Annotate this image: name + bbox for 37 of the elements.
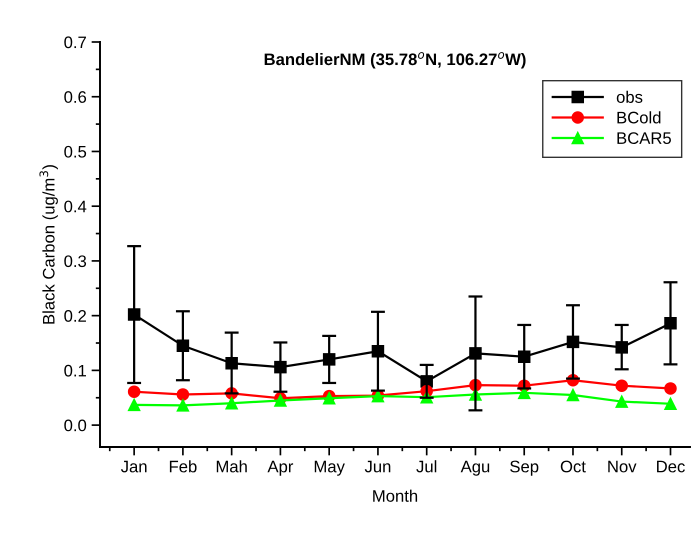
y-tick-label: 0.0 (64, 420, 86, 432)
point (664, 398, 677, 410)
x-tick-label: Agu (460, 460, 490, 476)
legend-label: obs (616, 90, 642, 103)
point (225, 396, 238, 410)
point (566, 388, 580, 402)
x-tick-label: Jul (416, 460, 436, 472)
y-tick-label: 0.2 (64, 310, 86, 322)
text: BandelierNM (35.78$^{o}$N, 106.27$^{o}$W) (264, 52, 526, 68)
x-axis-title: Month (373, 490, 418, 502)
x-tick-label: Jan (120, 460, 146, 472)
y-tick-label: 0.5 (64, 146, 86, 158)
x-tick-label: Nov (608, 460, 636, 472)
y-tick-label: 0.4 (64, 200, 86, 212)
x-tick-label: Dec (657, 460, 685, 472)
point (615, 379, 628, 392)
y-tick-label: 0.7 (64, 36, 86, 48)
point (322, 392, 336, 405)
y-axis-title: Black Carbon (ug/m$^{3}$) (39, 165, 58, 324)
point (128, 385, 140, 398)
legend-label: BCAR5 (617, 132, 671, 144)
x-tick-label: Apr (267, 460, 294, 476)
y-tick-label: 0.6 (64, 91, 86, 103)
x-tick-label: Feb (170, 460, 197, 472)
point (128, 398, 140, 412)
point (615, 395, 628, 408)
x-tick-label: Oct (560, 460, 586, 472)
y-tick-label: 0.3 (64, 255, 86, 268)
x-tick-label: Jun (364, 460, 390, 472)
x-tick-label: Sep (510, 460, 538, 476)
point (176, 399, 190, 412)
x-tick-label: Mah (216, 460, 247, 472)
point (176, 388, 190, 401)
x-tick-label: May (314, 460, 345, 476)
y-tick-label: 0.1 (64, 364, 86, 377)
point (664, 382, 677, 395)
legend-label: BCold (617, 111, 660, 124)
